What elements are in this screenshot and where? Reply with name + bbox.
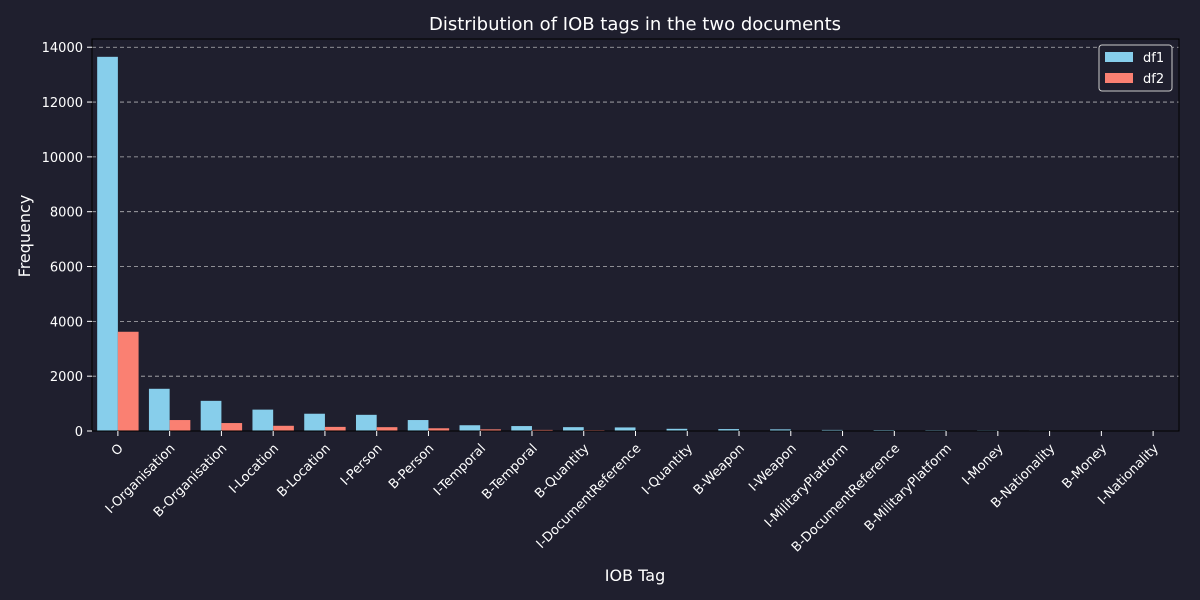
x-axis-label: IOB Tag <box>605 566 665 585</box>
legend-swatch-df1 <box>1105 52 1133 62</box>
chart-title: Distribution of IOB tags in the two docu… <box>429 14 841 35</box>
bar-df1 <box>666 428 688 431</box>
bar-df1 <box>563 427 584 431</box>
bar-df2 <box>169 420 191 431</box>
y-axis-label: Frequency <box>15 195 34 278</box>
legend-label-df1: df1 <box>1143 51 1164 66</box>
y-axis-ticks: 0 2000 4000 6000 8000 10000 12000 14000 <box>42 41 92 440</box>
bar-df1 <box>200 400 222 431</box>
bar-df1 <box>97 56 118 432</box>
bar-df2 <box>324 426 346 431</box>
bar-df1 <box>407 420 429 431</box>
bar-df1 <box>614 427 636 431</box>
bar-df1 <box>770 429 791 431</box>
y-tick-label: 10000 <box>42 151 83 166</box>
y-tick-label: 0 <box>75 425 83 440</box>
bar-df1 <box>459 425 481 431</box>
y-tick-label: 2000 <box>50 370 83 385</box>
bar-df2 <box>480 429 501 431</box>
legend-swatch-df2 <box>1105 73 1133 83</box>
y-tick-label: 8000 <box>50 206 83 221</box>
bar-df1 <box>821 429 843 431</box>
bar-df1 <box>718 429 740 431</box>
bar-df1 <box>252 409 274 431</box>
bar-df2 <box>273 425 294 431</box>
y-tick-label: 6000 <box>50 261 83 276</box>
bar-df2 <box>117 331 139 431</box>
bar-df2 <box>221 423 243 431</box>
bar-df2 <box>428 428 450 431</box>
y-tick-label: 4000 <box>50 315 83 330</box>
bar-df1 <box>511 426 532 431</box>
bar-df1 <box>148 388 170 431</box>
bar-df2 <box>376 427 398 431</box>
bar-df1 <box>355 414 377 431</box>
y-tick-label: 14000 <box>42 41 83 56</box>
legend-label-df2: df2 <box>1143 72 1164 87</box>
bar-df2 <box>531 429 553 431</box>
bar-df1 <box>304 413 325 431</box>
y-tick-label: 12000 <box>42 96 83 111</box>
